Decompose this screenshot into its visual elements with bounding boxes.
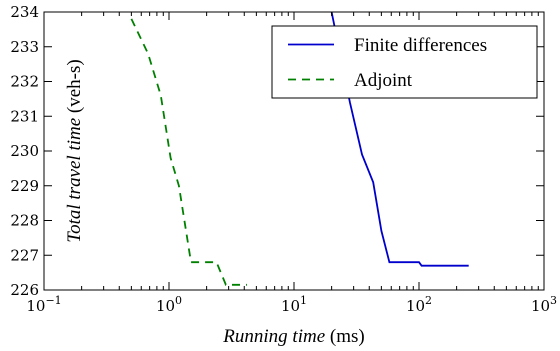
y-axis-label: Total travel time (veh-s) — [64, 59, 85, 242]
legend-box — [271, 25, 538, 99]
y-tick-label: 228 — [10, 212, 39, 230]
y-tick-label: 230 — [10, 142, 39, 160]
y-tick-label: 233 — [10, 38, 39, 56]
y-tick-label: 226 — [10, 281, 39, 299]
x-tick-label: 102 — [406, 294, 432, 315]
legend-label-finite-differences: Finite differences — [354, 35, 487, 56]
y-tick-label: 234 — [10, 3, 39, 21]
y-tick-label: 231 — [10, 107, 39, 125]
y-tick-label: 232 — [10, 73, 39, 91]
legend: Finite differences Adjoint — [271, 25, 538, 99]
y-tick-label: 229 — [10, 177, 39, 195]
x-tick-label: 103 — [531, 294, 557, 315]
legend-label-adjoint: Adjoint — [354, 70, 413, 91]
series-line-adjoint — [130, 18, 247, 286]
x-tick-label: 10−1 — [26, 294, 61, 315]
ticks-layer: 10−1 100 101 102 103 226 227 228 229 230 231 232 233… — [10, 3, 557, 315]
y-tick-label: 227 — [10, 246, 39, 264]
x-axis-label: Running time (ms) — [222, 326, 364, 347]
x-tick-label: 100 — [156, 294, 182, 315]
x-tick-label: 101 — [281, 294, 307, 315]
